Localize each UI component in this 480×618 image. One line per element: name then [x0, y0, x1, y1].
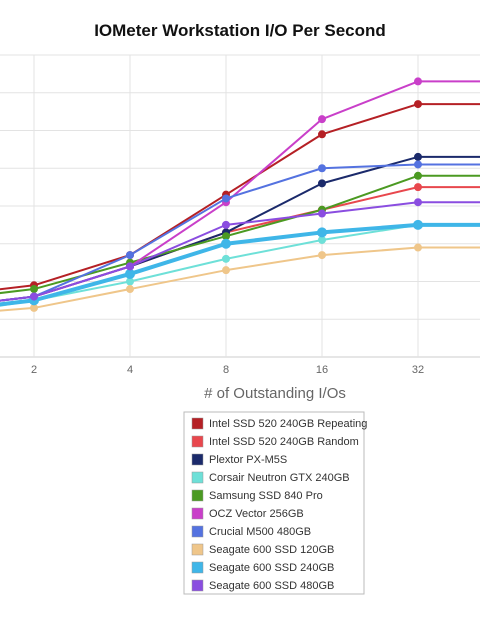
data-point — [318, 115, 326, 124]
x-axis-label: # of Outstanding I/Os — [204, 385, 346, 402]
legend-entry: Seagate 600 SSD 480GB — [209, 580, 334, 592]
data-point — [222, 220, 230, 229]
legend-swatch — [191, 507, 204, 520]
x-tick-labels: 2 4 8 16 32 — [31, 364, 424, 376]
data-point — [222, 194, 230, 203]
data-point — [414, 152, 422, 161]
data-point — [126, 262, 134, 271]
chart-title: IOMeter Workstation I/O Per Second — [94, 21, 386, 40]
series-lines — [0, 77, 480, 312]
data-point — [317, 227, 327, 238]
legend-entry: Seagate 600 SSD 240GB — [209, 562, 334, 574]
data-point — [318, 164, 326, 173]
series-line — [0, 223, 480, 307]
data-point — [414, 198, 422, 207]
x-tick-label: 4 — [127, 364, 133, 376]
legend-swatch — [191, 489, 204, 502]
legend-entry: Crucial M500 480GB — [209, 526, 311, 538]
legend-swatch — [191, 579, 204, 592]
legend-entry: Samsung SSD 840 Pro — [209, 490, 323, 502]
x-tick-label: 8 — [223, 364, 229, 376]
data-point — [318, 179, 326, 188]
legend-entry: Intel SSD 520 240GB Random — [209, 436, 359, 448]
legend-entry: Corsair Neutron GTX 240GB — [209, 472, 350, 484]
data-point — [414, 160, 422, 169]
x-tick-label: 2 — [31, 364, 37, 376]
grid — [0, 54, 480, 358]
data-point — [222, 254, 230, 263]
data-point — [126, 251, 134, 260]
legend-swatch — [191, 525, 204, 538]
data-point — [414, 171, 422, 180]
data-point — [414, 100, 422, 109]
legend-swatch — [191, 543, 204, 556]
data-point — [414, 77, 422, 86]
data-point — [125, 268, 135, 279]
legend-swatch — [191, 435, 204, 448]
data-point — [221, 238, 231, 249]
data-point — [222, 232, 230, 241]
x-tick-label: 32 — [412, 364, 424, 376]
legend-swatch — [191, 471, 204, 484]
data-point — [318, 251, 326, 260]
legend-entry: OCZ Vector 256GB — [209, 508, 304, 520]
data-point — [126, 285, 134, 294]
data-point — [318, 235, 326, 244]
legend-entry: Plextor PX-M5S — [209, 454, 287, 466]
legend-swatch — [191, 417, 204, 430]
legend-swatch — [191, 561, 204, 574]
data-point — [318, 209, 326, 218]
data-point — [30, 285, 38, 294]
data-point — [318, 130, 326, 139]
legend-swatch — [191, 453, 204, 466]
legend-entry: Intel SSD 520 240GB Repeating — [209, 418, 367, 430]
data-point — [30, 292, 38, 301]
legend-box — [183, 411, 365, 595]
data-point — [413, 219, 423, 230]
legend-entry: Seagate 600 SSD 120GB — [209, 544, 334, 556]
legend: Intel SSD 520 240GB Repeating Intel SSD 5… — [183, 411, 367, 595]
data-point — [126, 277, 134, 286]
data-point — [30, 303, 38, 312]
data-point — [414, 183, 422, 192]
data-point — [222, 266, 230, 275]
data-point — [414, 243, 422, 252]
x-tick-label: 16 — [316, 364, 328, 376]
